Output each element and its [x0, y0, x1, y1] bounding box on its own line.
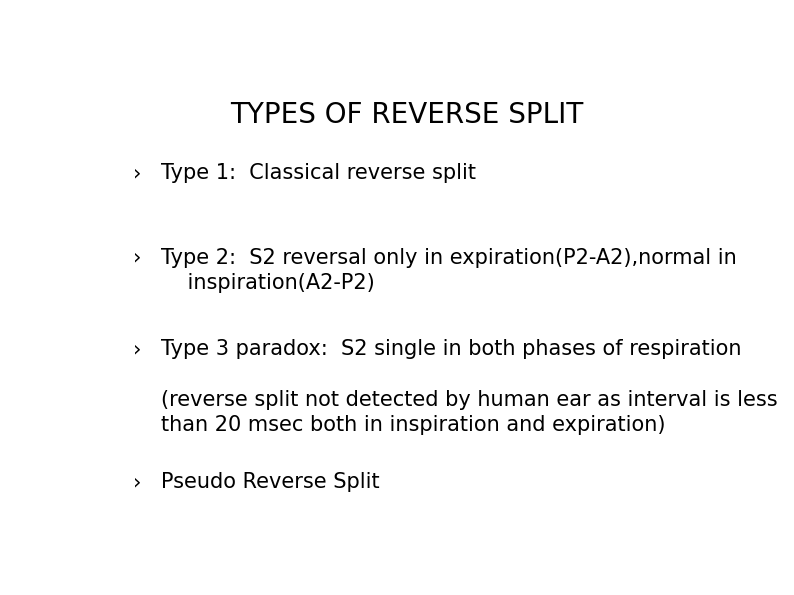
Text: Type 3 paradox:  S2 single in both phases of respiration: Type 3 paradox: S2 single in both phases…	[160, 339, 742, 359]
Text: ›: ›	[133, 248, 141, 268]
Text: ›: ›	[133, 163, 141, 183]
Text: (reverse split not detected by human ear as interval is less
than 20 msec both i: (reverse split not detected by human ear…	[160, 390, 777, 436]
Text: Pseudo Reverse Split: Pseudo Reverse Split	[160, 472, 380, 492]
Text: Type 1:  Classical reverse split: Type 1: Classical reverse split	[160, 163, 476, 183]
Text: ›: ›	[133, 472, 141, 492]
Text: TYPES OF REVERSE SPLIT: TYPES OF REVERSE SPLIT	[230, 101, 584, 129]
Text: ›: ›	[133, 339, 141, 359]
Text: Type 2:  S2 reversal only in expiration(P2-A2),normal in
    inspiration(A2-P2): Type 2: S2 reversal only in expiration(P…	[160, 248, 737, 293]
